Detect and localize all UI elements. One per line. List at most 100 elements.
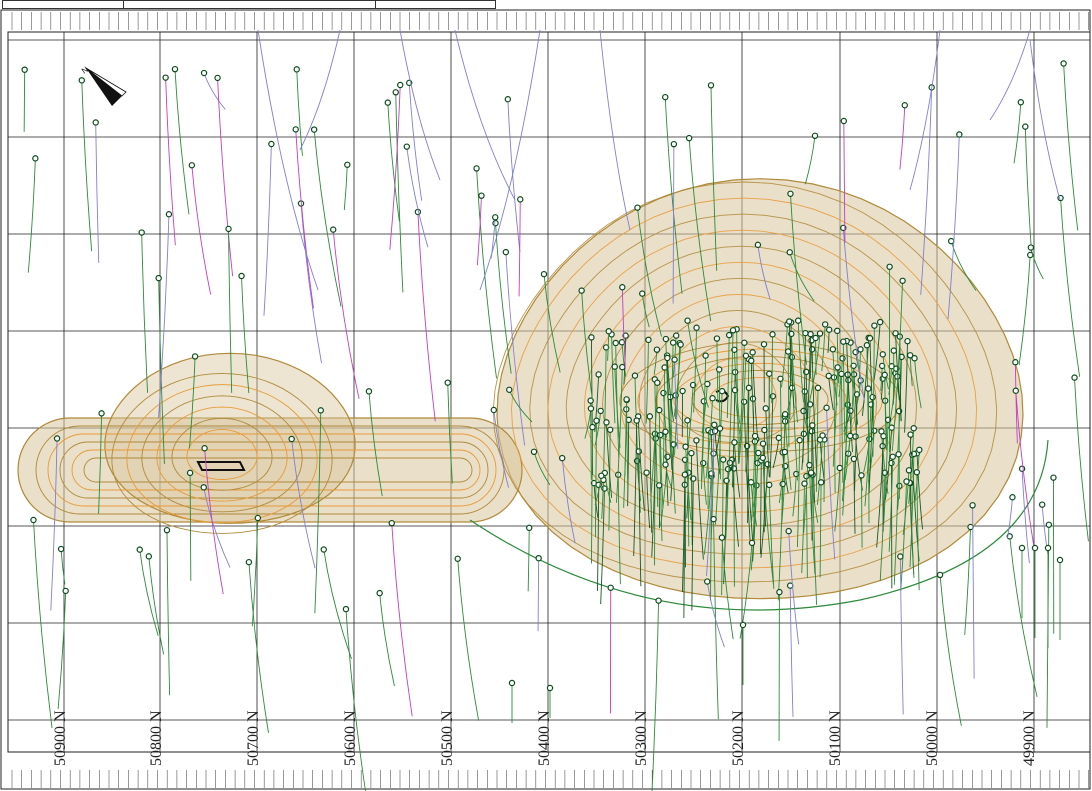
drillhole-collar bbox=[871, 322, 878, 329]
drillhole-trace bbox=[819, 482, 822, 578]
drillhole-collar bbox=[662, 428, 669, 435]
drillhole-trace bbox=[33, 519, 53, 729]
drillhole-trace bbox=[908, 428, 915, 504]
drillhole-collar bbox=[186, 469, 194, 477]
drillhole-trace bbox=[790, 333, 798, 423]
drillhole-trace bbox=[811, 425, 816, 503]
drillhole-trace bbox=[666, 357, 674, 422]
drillhole-collar bbox=[155, 274, 162, 282]
drillhole-trace bbox=[804, 135, 816, 185]
drillhole-trace bbox=[809, 340, 813, 379]
drillhole-collar bbox=[711, 427, 719, 435]
drillhole-trace bbox=[731, 459, 740, 547]
pit-bench-contour bbox=[171, 417, 273, 491]
drillhole-trace bbox=[98, 413, 103, 514]
drillhole-collar bbox=[214, 74, 221, 82]
drillhole-collar bbox=[803, 472, 810, 480]
drillhole-collar bbox=[631, 372, 639, 379]
drillhole-trace bbox=[1015, 390, 1035, 551]
drillhole-collar bbox=[165, 211, 173, 218]
drillhole-collar bbox=[535, 554, 542, 562]
drillhole-collar bbox=[292, 126, 299, 133]
drillhole-collar bbox=[595, 371, 602, 378]
drillhole-collar bbox=[748, 357, 755, 364]
drillhole-collar bbox=[611, 363, 618, 370]
drillhole-collar bbox=[403, 143, 410, 150]
drillhole-trace bbox=[654, 379, 659, 508]
drillhole-collar bbox=[847, 432, 854, 440]
drillhole-collar bbox=[886, 263, 893, 270]
drillhole-trace bbox=[406, 146, 429, 248]
drillhole-collar bbox=[785, 527, 792, 535]
drillhole-collar bbox=[906, 352, 914, 359]
drillhole-trace bbox=[203, 72, 226, 110]
pit-bench-contour bbox=[656, 326, 817, 457]
drillhole-trace bbox=[808, 333, 821, 403]
drillhole-trace bbox=[505, 252, 526, 446]
drillhole-trace bbox=[600, 488, 605, 605]
drillhole-collar bbox=[546, 684, 554, 692]
drillhole-collar bbox=[502, 248, 510, 256]
drillhole-collar bbox=[739, 621, 747, 629]
drillhole-trace bbox=[669, 397, 676, 514]
drillhole-collar bbox=[384, 99, 392, 106]
drillhole-collar bbox=[913, 469, 921, 476]
drillhole-collar bbox=[803, 368, 810, 376]
drillhole-trace bbox=[165, 77, 176, 246]
drillhole-trace bbox=[81, 80, 93, 252]
drillhole-trace bbox=[791, 357, 798, 481]
pit-bench-contour bbox=[156, 406, 288, 502]
drillhole-collar bbox=[716, 366, 723, 373]
drillhole-trace bbox=[832, 367, 839, 467]
drillhole-collar bbox=[766, 370, 773, 377]
drillhole-collar bbox=[671, 356, 678, 363]
drillhole-trace bbox=[611, 334, 616, 424]
drillhole-collar bbox=[880, 432, 887, 440]
drillhole-collar bbox=[754, 241, 762, 249]
drillhole-collar bbox=[288, 435, 295, 443]
drillhole-collar bbox=[852, 433, 859, 440]
drillhole-collar bbox=[598, 472, 605, 479]
drillhole-collar bbox=[713, 335, 721, 342]
drillhole-trace bbox=[861, 475, 863, 548]
drillhole-collar bbox=[238, 272, 245, 280]
drillhole-trace bbox=[714, 391, 723, 525]
drillhole-collar bbox=[839, 355, 846, 362]
drillhole-collar bbox=[1012, 359, 1019, 366]
drillhole-collar bbox=[775, 434, 783, 442]
drillhole-trace bbox=[228, 228, 233, 393]
drillhole-collar bbox=[762, 405, 769, 412]
drillhole-collar bbox=[605, 328, 612, 335]
drillhole-collar bbox=[726, 459, 734, 467]
drillhole-trace bbox=[148, 556, 165, 655]
drillhole-trace bbox=[950, 241, 977, 291]
drillhole-collar bbox=[878, 362, 886, 370]
drillhole-collar bbox=[857, 346, 864, 353]
drillhole-collar bbox=[781, 448, 788, 456]
drillhole-trace bbox=[804, 391, 810, 442]
drillhole-collar bbox=[850, 362, 857, 369]
drillhole-trace bbox=[495, 223, 512, 374]
drillhole-trace bbox=[726, 335, 730, 419]
drillhole-collar bbox=[653, 346, 661, 353]
drillhole-trace bbox=[816, 435, 823, 505]
drillhole-collar bbox=[365, 388, 373, 395]
drillhole-trace bbox=[345, 609, 366, 791]
drillhole-trace bbox=[706, 581, 725, 648]
pit-bench-contour bbox=[186, 429, 258, 480]
drillhole-trace bbox=[691, 478, 694, 611]
drillhole-collar bbox=[492, 219, 499, 227]
drillhole-trace bbox=[782, 452, 789, 493]
pit-bench-contour bbox=[35, 425, 505, 515]
drillhole-collar bbox=[310, 126, 318, 133]
drillhole-trace bbox=[241, 275, 250, 394]
northing-label: 50000 N bbox=[924, 710, 941, 766]
drillhole-collar bbox=[254, 514, 262, 522]
drillhole-collar bbox=[764, 460, 771, 468]
drillhole-collar bbox=[781, 411, 789, 418]
drillhole-collar bbox=[847, 407, 854, 414]
drillhole-trace bbox=[760, 460, 762, 555]
drillhole-collar bbox=[526, 524, 533, 532]
drillhole-collar bbox=[602, 344, 610, 351]
